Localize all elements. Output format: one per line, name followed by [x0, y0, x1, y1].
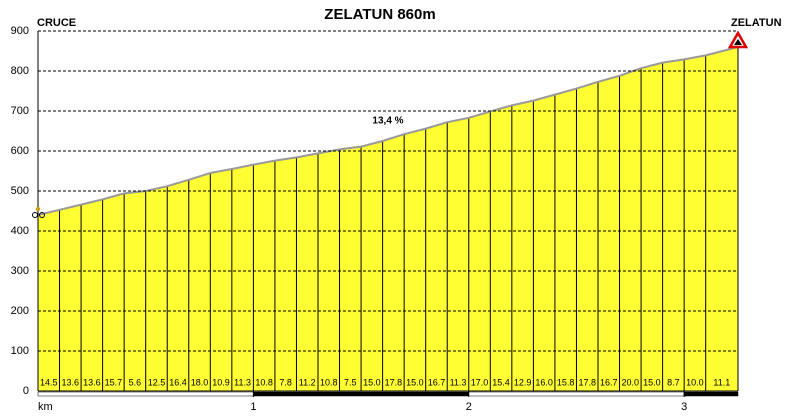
rider [36, 207, 40, 211]
grade-label: 10.9 [212, 377, 230, 387]
y-tick-label: 900 [11, 25, 29, 37]
x-tick-label: 2 [466, 401, 472, 413]
y-tick-label: 300 [11, 265, 29, 277]
end-label: ZELATUN [731, 17, 782, 29]
annotation: 13,4 % [372, 116, 403, 127]
grade-label: 12.9 [514, 377, 532, 387]
x-axis-label: km [38, 401, 53, 413]
grade-label: 12.5 [148, 377, 166, 387]
profile-line [37, 46, 739, 216]
grade-label: 11.2 [299, 377, 316, 387]
grade-label: 16.7 [428, 377, 446, 387]
grade-label: 20.0 [622, 377, 640, 387]
grade-label: 10.8 [255, 377, 273, 387]
grade-label: 17.8 [578, 377, 596, 387]
grade-label: 18.0 [191, 377, 209, 387]
grade-label: 7.5 [344, 377, 357, 387]
y-tick-label: 700 [11, 105, 29, 117]
y-tick-label: 800 [11, 65, 29, 77]
grade-label: 15.0 [643, 377, 661, 387]
chart-title: ZELATUN 860m [324, 6, 435, 23]
grade-label: 14.5 [40, 377, 58, 387]
summit-icon-inner [734, 39, 742, 45]
grade-label: 17.8 [385, 377, 403, 387]
grade-label: 15.4 [492, 377, 510, 387]
km-bar [683, 391, 739, 397]
start-label: CRUCE [37, 17, 76, 29]
grade-label: 17.0 [471, 377, 489, 387]
x-tick-label: 1 [250, 401, 256, 413]
grade-label: 16.7 [600, 377, 618, 387]
grade-label: 15.0 [363, 377, 381, 387]
km-bar [37, 391, 254, 397]
grade-label: 7.8 [279, 377, 292, 387]
y-tick-label: 400 [11, 225, 29, 237]
grade-label: 15.0 [406, 377, 424, 387]
y-tick-label: 600 [11, 145, 29, 157]
grade-label: 11.1 [713, 377, 730, 387]
grade-label: 10.8 [320, 377, 338, 387]
bike-wheel [32, 212, 38, 218]
y-tick-label: 100 [11, 345, 29, 357]
grade-label: 16.4 [169, 377, 187, 387]
grade-label: 15.7 [105, 377, 123, 387]
bike-wheel [39, 212, 45, 218]
grade-label: 13.6 [62, 377, 80, 387]
x-tick-label: 3 [681, 401, 687, 413]
grade-label: 13.6 [83, 377, 101, 387]
grade-label: 15.8 [557, 377, 575, 387]
y-tick-label: 0 [23, 385, 29, 397]
grade-label: 10.0 [686, 377, 704, 387]
y-tick-label: 200 [11, 305, 29, 317]
grade-label: 11.3 [234, 377, 251, 387]
profile-area [38, 47, 738, 391]
grade-label: 8.7 [667, 377, 680, 387]
km-bar [253, 391, 470, 397]
km-bar [468, 391, 685, 397]
grade-label: 5.6 [129, 377, 142, 387]
grade-label: 11.3 [450, 377, 467, 387]
grade-label: 16.0 [535, 377, 553, 387]
y-tick-label: 500 [11, 185, 29, 197]
